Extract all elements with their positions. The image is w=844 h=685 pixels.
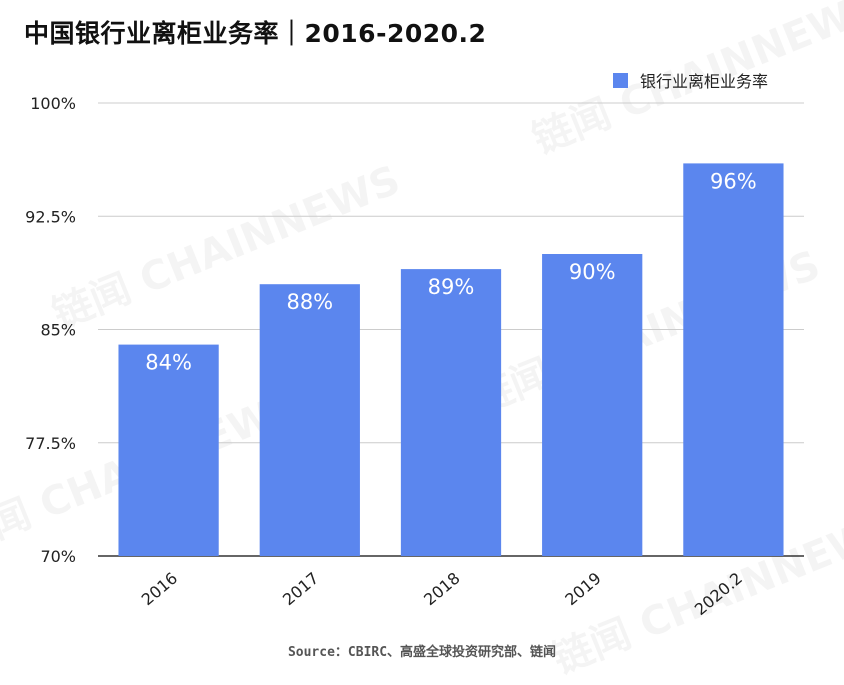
x-tick-label: 2016	[138, 569, 181, 610]
x-tick-label: 2018	[420, 569, 463, 610]
y-tick-label: 85%	[40, 321, 76, 340]
y-tick-label: 70%	[40, 547, 76, 566]
legend-swatch	[613, 73, 628, 88]
bar	[542, 254, 643, 556]
source-note: Source：CBIRC、高盛全球投资研究部、链闻	[287, 645, 557, 660]
x-tick-label: 2020.2	[691, 569, 746, 620]
bar-value-label: 84%	[145, 351, 192, 375]
bar-value-label: 88%	[286, 290, 333, 314]
x-axis: 2016 2017 2018 2019 2020.2	[138, 569, 746, 620]
legend-label: 银行业离柜业务率	[640, 72, 768, 91]
y-axis: 70% 77.5% 85% 92.5% 100%	[25, 94, 76, 566]
chart-title: 中国银行业离柜业务率｜2016-2020.2	[24, 19, 487, 48]
legend: 银行业离柜业务率	[613, 72, 768, 91]
y-tick-label: 100%	[30, 94, 76, 113]
x-tick-label: 2017	[279, 569, 322, 610]
bar-value-label: 96%	[710, 169, 757, 193]
bar-value-label: 89%	[428, 275, 475, 299]
bar	[683, 163, 784, 556]
bar	[118, 344, 219, 556]
y-tick-label: 77.5%	[25, 434, 76, 453]
y-tick-label: 92.5%	[25, 207, 76, 226]
bar-value-label: 90%	[569, 260, 616, 284]
bar	[400, 269, 502, 556]
bar	[259, 284, 360, 556]
x-tick-label: 2019	[561, 569, 604, 610]
bars	[118, 163, 784, 556]
bar-labels: 84% 88% 89% 90% 96%	[145, 169, 756, 374]
